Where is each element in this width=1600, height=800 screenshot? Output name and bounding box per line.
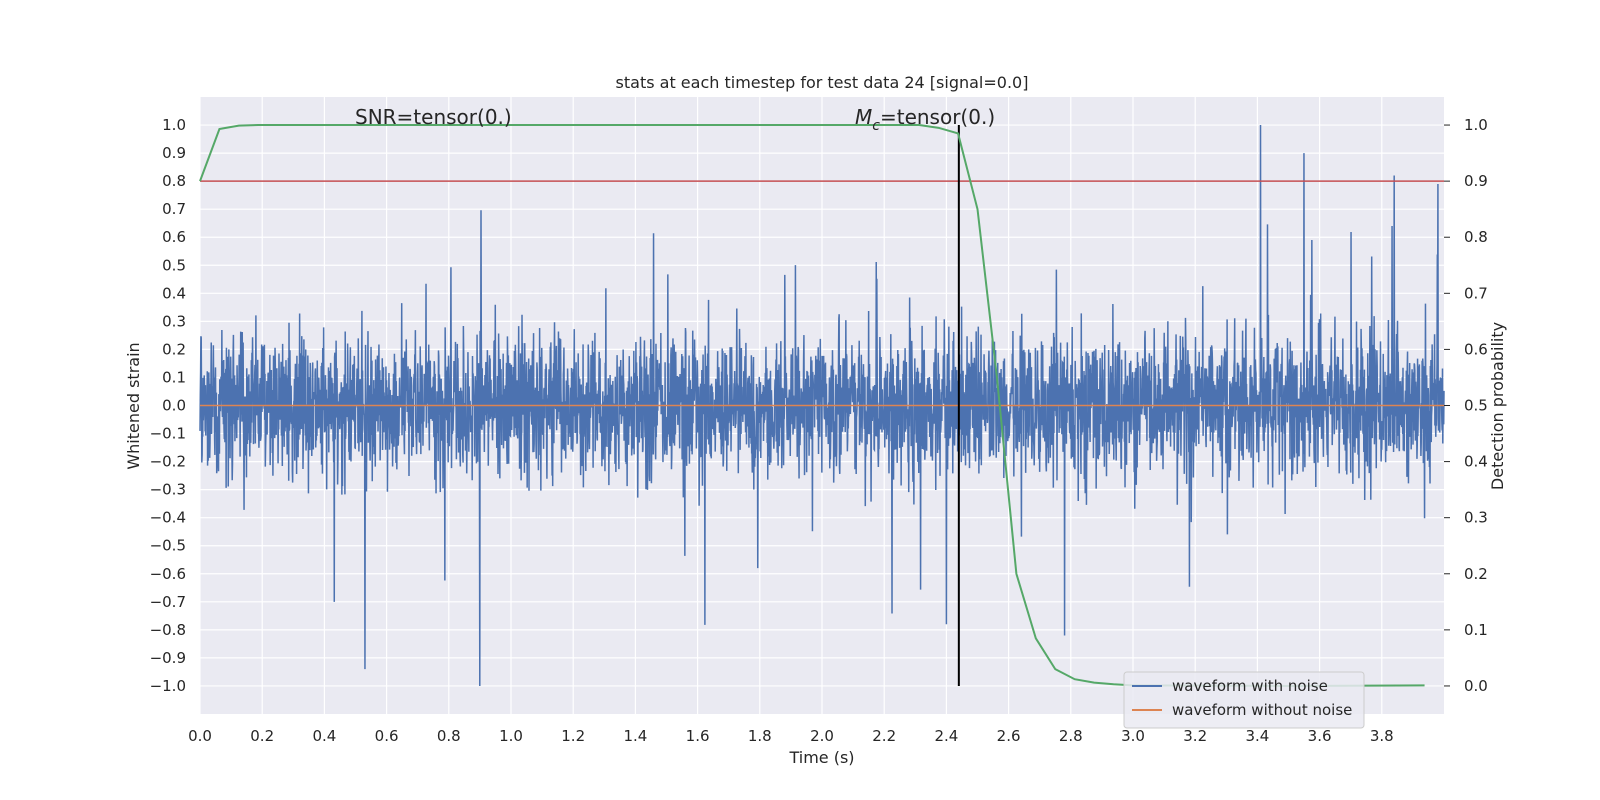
y2-tick-label: 0.2 (1464, 565, 1488, 583)
chart-title: stats at each timestep for test data 24 … (616, 73, 1029, 92)
x-tick-label: 3.8 (1370, 727, 1394, 745)
y-tick-label: −0.8 (150, 621, 186, 639)
y-tick-label: −0.7 (150, 593, 186, 611)
x-tick-label: 2.8 (1059, 727, 1083, 745)
x-tick-label: 2.2 (872, 727, 896, 745)
x-tick-label: 2.6 (997, 727, 1021, 745)
y2-tick-label: 0.3 (1464, 509, 1488, 527)
mc-subscript: c (872, 118, 880, 134)
y2-tick-label: 0.4 (1464, 453, 1488, 471)
mc-symbol: M (855, 105, 872, 129)
y-tick-label: 0.4 (162, 284, 186, 302)
y-tick-labels: 1.0 0.9 0.8 0.7 0.6 0.5 0.4 0.3 0.2 0.1 0.0 −0.1 −0.… (150, 116, 186, 695)
y-tick-label: 0.1 (162, 368, 186, 386)
x-tick-label: 3.4 (1245, 727, 1269, 745)
noise-waveform-line (199, 125, 1445, 686)
overlay-lines (199, 124, 1444, 687)
y2-tick-label: 0.5 (1464, 397, 1488, 415)
y-tick-label: 0.3 (162, 312, 186, 330)
y2-tick-label: 1.0 (1464, 116, 1488, 134)
x-tick-label: 0.2 (250, 727, 274, 745)
y2-tick-label: 0.6 (1464, 340, 1488, 358)
x-tick-label: 0.6 (375, 727, 399, 745)
x-tick-label: 2.4 (934, 727, 958, 745)
x-tick-label: 0.8 (437, 727, 461, 745)
y-tick-label: −0.4 (150, 509, 186, 527)
y-tick-label: 0.8 (162, 172, 186, 190)
snr-annotation: SNR=tensor(0.) (355, 105, 512, 129)
detection-probability-line (199, 124, 1425, 687)
x-tick-label: 1.0 (499, 727, 523, 745)
x-tick-label: 3.0 (1121, 727, 1145, 745)
x-tick-label: 0.0 (188, 727, 212, 745)
y2-tick-labels: 1.0 0.9 0.8 0.7 0.6 0.5 0.4 0.3 0.2 0.1 0.0 (1444, 116, 1488, 695)
y-tick-label: −0.2 (150, 453, 186, 471)
y-tick-label: 0.0 (162, 397, 186, 415)
y-tick-label: 0.7 (162, 200, 186, 218)
y-tick-label: 0.2 (162, 340, 186, 358)
x-tick-label: 1.8 (748, 727, 772, 745)
x-axis-label: Time (s) (788, 748, 854, 767)
x-tick-label: 3.6 (1308, 727, 1332, 745)
y-tick-label: −0.1 (150, 425, 186, 443)
legend: waveform with noise waveform without noi… (1123, 671, 1365, 729)
x-tick-label: 2.0 (810, 727, 834, 745)
y2-tick-label: 0.9 (1464, 172, 1488, 190)
y2-axis-label: Detection probability (1488, 322, 1507, 490)
mc-annotation: Mc=tensor(0.) (855, 105, 995, 134)
x-tick-label: 3.2 (1183, 727, 1207, 745)
y-tick-label: 0.5 (162, 256, 186, 274)
y2-tick-label: 0.8 (1464, 228, 1488, 246)
y-tick-label: 0.9 (162, 144, 186, 162)
legend-label-clean: waveform without noise (1172, 701, 1352, 719)
x-tick-label: 1.4 (623, 727, 647, 745)
x-tick-label: 0.4 (312, 727, 336, 745)
y-tick-label: −0.5 (150, 537, 186, 555)
noise-waveform-series (199, 125, 1445, 686)
y-tick-label: −0.3 (150, 481, 186, 499)
y-tick-label: −0.9 (150, 649, 186, 667)
mc-value: =tensor(0.) (880, 105, 995, 129)
x-tick-label: 1.2 (561, 727, 585, 745)
y-tick-label: 0.6 (162, 228, 186, 246)
y-axis-label: Whitened strain (124, 342, 143, 469)
y-tick-label: −0.6 (150, 565, 186, 583)
y-tick-label: 1.0 (162, 116, 186, 134)
y2-tick-label: 0.0 (1464, 677, 1488, 695)
legend-label-noise: waveform with noise (1172, 677, 1328, 695)
x-tick-labels: 0.0 0.2 0.4 0.6 0.8 1.0 1.2 1.4 1.6 1.8 2.0 2.2 2.4 2… (188, 727, 1394, 745)
x-tick-label: 1.6 (686, 727, 710, 745)
y-tick-label: −1.0 (150, 677, 186, 695)
y2-tick-label: 0.7 (1464, 284, 1488, 302)
legend-frame (1123, 671, 1365, 729)
y2-tick-label: 0.1 (1464, 621, 1488, 639)
